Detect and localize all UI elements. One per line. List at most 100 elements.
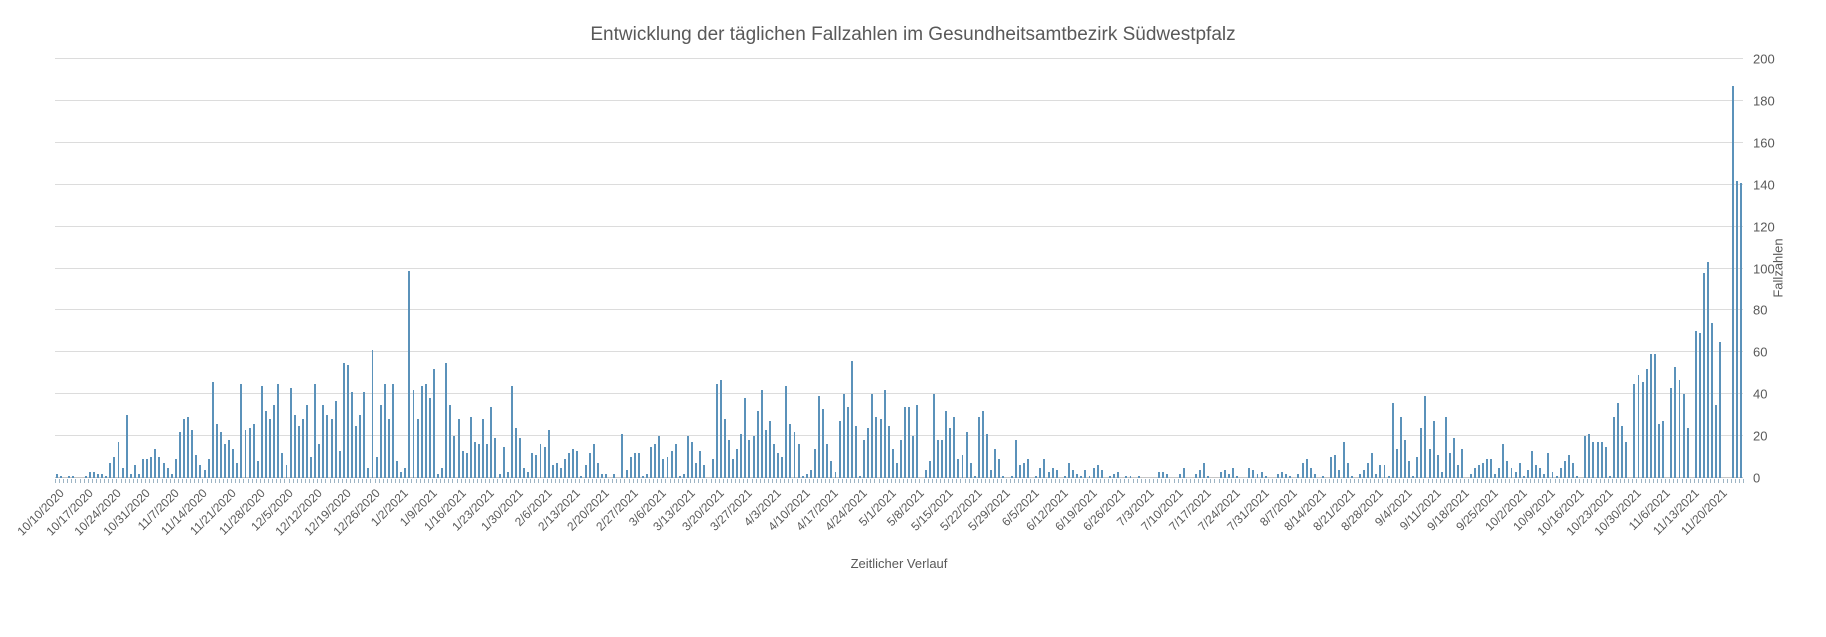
day-tick-mark: [108, 479, 110, 483]
day-tick-mark: [1476, 479, 1478, 483]
day-tick-mark: [386, 479, 388, 483]
day-tick-mark: [1591, 479, 1593, 483]
day-tick-mark: [411, 479, 413, 483]
bar: [957, 459, 960, 478]
day-tick-mark: [501, 479, 503, 483]
day-tick-mark: [1669, 479, 1671, 483]
bar: [1469, 473, 1472, 478]
day-tick-mark: [1136, 479, 1138, 483]
bar: [322, 404, 325, 478]
bar: [891, 448, 894, 478]
bar: [490, 406, 493, 478]
bar: [432, 369, 435, 478]
day-tick-mark: [812, 479, 814, 483]
bar: [650, 446, 653, 478]
bar: [359, 415, 362, 478]
day-tick-mark: [497, 479, 499, 483]
bar: [224, 444, 226, 478]
day-tick-mark: [1558, 479, 1560, 483]
bar: [1166, 473, 1169, 478]
day-tick-mark: [997, 479, 999, 483]
day-tick-mark: [915, 479, 917, 483]
bar: [318, 444, 321, 478]
bar: [363, 392, 366, 478]
bar: [682, 473, 685, 478]
bar: [1264, 475, 1267, 478]
bar: [1219, 471, 1222, 478]
day-tick-mark: [366, 479, 368, 483]
day-tick-mark: [1185, 479, 1187, 483]
bar: [859, 475, 862, 478]
day-tick-mark: [452, 479, 454, 483]
day-tick-mark: [517, 479, 519, 483]
bar: [994, 448, 997, 478]
day-tick-mark: [653, 479, 655, 483]
day-tick-mark: [1464, 479, 1466, 483]
day-tick-mark: [636, 479, 638, 483]
bar: [1531, 450, 1533, 478]
bar: [105, 475, 108, 478]
bar: [699, 450, 702, 478]
day-tick-mark: [583, 479, 585, 483]
gridline: [55, 393, 1743, 395]
day-tick-mark: [161, 479, 163, 483]
bar: [1584, 436, 1587, 478]
bar: [293, 415, 296, 478]
day-tick-mark: [1456, 479, 1458, 483]
day-tick-mark: [989, 479, 991, 483]
bar: [801, 475, 804, 478]
bar: [404, 467, 407, 478]
bar: [1203, 463, 1206, 478]
bar: [568, 452, 571, 478]
day-tick-mark: [735, 479, 737, 483]
bar: [1645, 369, 1648, 478]
day-tick-mark: [1181, 479, 1183, 483]
day-tick-mark: [1050, 479, 1052, 483]
day-tick-mark: [1505, 479, 1507, 483]
bar: [936, 440, 939, 478]
bar: [1576, 475, 1579, 478]
bar: [1162, 471, 1165, 478]
day-tick-mark: [1222, 479, 1224, 483]
day-tick-mark: [1681, 479, 1683, 483]
bar: [232, 448, 235, 478]
day-tick-mark: [538, 479, 540, 483]
bar: [1391, 402, 1394, 478]
bar: [576, 450, 579, 478]
day-tick-mark: [1722, 479, 1724, 483]
day-tick-mark: [1144, 479, 1146, 483]
day-tick-mark: [1128, 479, 1130, 483]
bar: [973, 475, 976, 478]
day-tick-mark: [903, 479, 905, 483]
day-tick-mark: [747, 479, 749, 483]
day-tick-mark: [956, 479, 958, 483]
bar: [519, 438, 521, 478]
bar: [1297, 473, 1300, 478]
bar: [1682, 394, 1685, 478]
day-tick-mark: [440, 479, 442, 483]
day-tick-mark: [800, 479, 802, 483]
bar: [1703, 272, 1706, 478]
bar: [416, 419, 419, 478]
bar: [1330, 457, 1333, 478]
day-tick-mark: [362, 479, 364, 483]
day-tick-mark: [1161, 479, 1163, 483]
day-tick-mark: [722, 479, 724, 483]
day-tick-mark: [993, 479, 995, 483]
bar: [1547, 452, 1550, 478]
bar: [777, 452, 780, 478]
day-tick-mark: [1038, 479, 1040, 483]
bar: [1731, 86, 1734, 478]
day-tick-mark: [985, 479, 987, 483]
day-tick-mark: [1005, 479, 1007, 483]
bar: [555, 463, 558, 478]
bar: [662, 459, 665, 478]
day-tick-mark: [1423, 479, 1425, 483]
day-tick-mark: [1001, 479, 1003, 483]
day-tick-mark: [243, 479, 245, 483]
day-tick-mark: [739, 479, 741, 483]
bar: [121, 467, 124, 478]
day-tick-mark: [1415, 479, 1417, 483]
day-tick-mark: [153, 479, 155, 483]
day-tick-mark: [214, 479, 216, 483]
